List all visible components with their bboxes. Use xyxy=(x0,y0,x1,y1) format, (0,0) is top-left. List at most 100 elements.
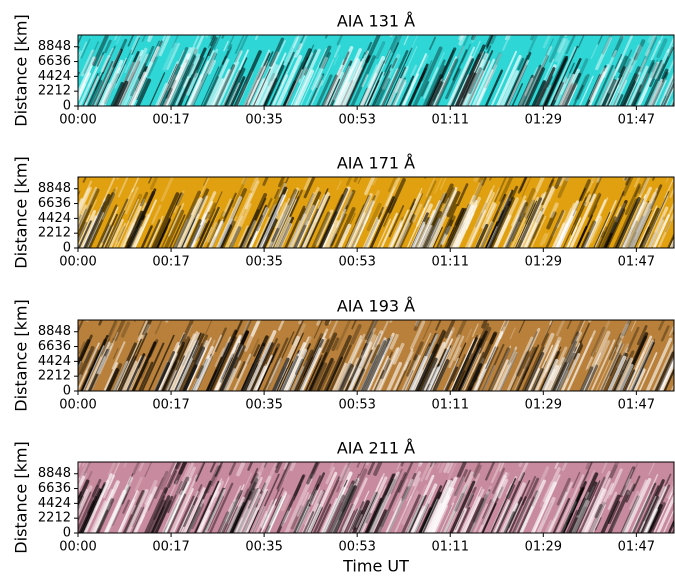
streak xyxy=(386,478,414,533)
streak xyxy=(345,192,373,248)
streak xyxy=(158,35,171,57)
streak xyxy=(187,506,201,533)
streak xyxy=(637,58,647,77)
y-tick-label: 4424 xyxy=(38,354,71,369)
streak xyxy=(147,215,164,248)
streak xyxy=(356,491,379,533)
streak xyxy=(443,471,475,533)
streak xyxy=(343,510,356,533)
panel-title: AIA 171 Å xyxy=(337,154,415,173)
streak xyxy=(83,348,92,362)
streak xyxy=(584,74,602,106)
streak xyxy=(269,496,285,527)
streak xyxy=(530,368,544,391)
streak xyxy=(614,79,628,106)
streak xyxy=(566,330,596,391)
streak xyxy=(82,177,87,183)
streak xyxy=(333,44,341,58)
streak xyxy=(443,357,459,391)
streak xyxy=(189,81,202,106)
streak xyxy=(576,497,586,516)
streak xyxy=(335,320,352,351)
streak xyxy=(229,203,252,248)
streak xyxy=(422,210,443,248)
y-tick-label: 8848 xyxy=(38,181,71,196)
streak xyxy=(81,483,106,533)
streak xyxy=(637,205,658,248)
streak xyxy=(392,348,414,391)
streak xyxy=(448,335,465,369)
streak xyxy=(329,233,338,248)
streak xyxy=(566,217,582,248)
streak xyxy=(182,346,206,391)
streak xyxy=(225,46,232,59)
streak xyxy=(375,77,391,106)
streak xyxy=(607,355,627,391)
streak xyxy=(336,462,352,493)
streak xyxy=(664,72,674,96)
streak xyxy=(423,67,439,99)
streak xyxy=(573,343,583,360)
streak xyxy=(618,203,640,248)
streak xyxy=(429,51,445,86)
streak xyxy=(632,199,656,248)
streak xyxy=(364,338,391,391)
streak xyxy=(175,357,193,391)
streak xyxy=(296,199,320,248)
streak xyxy=(260,52,287,106)
streak xyxy=(252,365,268,391)
streak xyxy=(243,49,271,106)
streak xyxy=(654,351,674,391)
streak xyxy=(316,357,334,391)
axes-frame xyxy=(77,34,675,107)
streak xyxy=(290,505,304,530)
streak xyxy=(343,344,351,359)
y-tick-label: 4424 xyxy=(38,211,71,226)
streak xyxy=(263,64,285,106)
x-tick-label: 00:00 xyxy=(59,113,96,128)
streak xyxy=(337,339,362,391)
streak xyxy=(478,220,494,248)
streak xyxy=(628,339,655,391)
streak xyxy=(234,320,244,336)
streak xyxy=(403,35,410,46)
streak xyxy=(519,479,546,533)
streak xyxy=(599,342,624,391)
streak xyxy=(636,485,660,533)
streak xyxy=(340,191,353,217)
streak xyxy=(166,42,180,70)
streak xyxy=(626,483,634,496)
streak xyxy=(359,337,387,391)
streak xyxy=(437,462,442,469)
streak xyxy=(633,39,646,61)
streak xyxy=(481,177,488,186)
streak xyxy=(554,37,568,63)
streak xyxy=(373,70,391,106)
streak xyxy=(262,475,272,492)
streak xyxy=(397,462,414,493)
streak xyxy=(233,490,254,533)
streak xyxy=(366,71,383,106)
streak xyxy=(171,55,197,106)
streak xyxy=(454,469,468,497)
streak xyxy=(332,362,347,391)
streak xyxy=(103,362,119,391)
streak xyxy=(209,339,216,352)
streak xyxy=(219,501,235,533)
streak xyxy=(61,309,67,322)
streak xyxy=(548,177,561,202)
streak xyxy=(649,184,663,210)
streak xyxy=(465,497,485,533)
streak xyxy=(371,64,391,106)
y-tick-label: 4424 xyxy=(38,69,71,84)
streak xyxy=(348,368,361,391)
streak xyxy=(148,177,153,184)
streak xyxy=(62,299,72,322)
streak xyxy=(196,482,221,533)
streak xyxy=(409,505,426,533)
streak xyxy=(186,60,209,106)
streak xyxy=(268,360,281,384)
streak xyxy=(299,47,327,106)
streak xyxy=(302,511,315,533)
streak xyxy=(597,68,616,106)
